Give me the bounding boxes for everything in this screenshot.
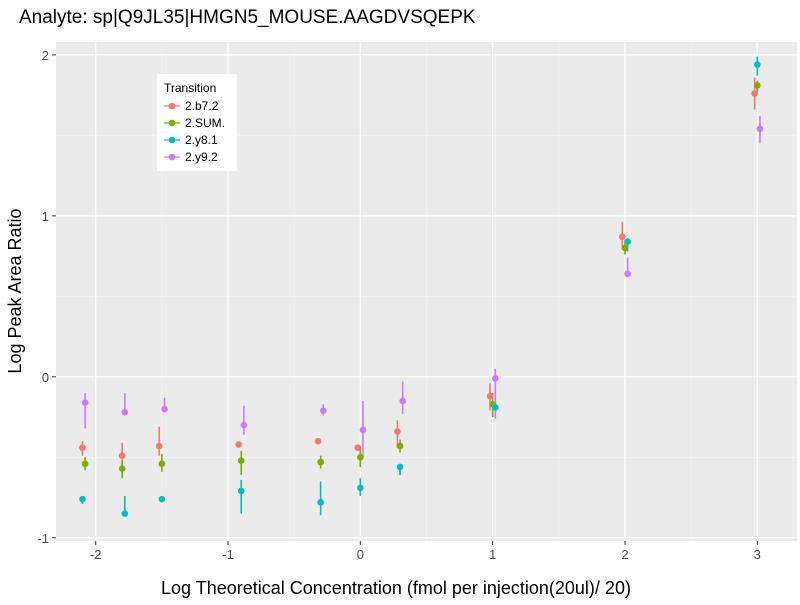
y-tick-label: 2: [42, 48, 49, 63]
data-point: [317, 458, 324, 466]
data-point: [319, 407, 327, 414]
y-axis-label: Log Peak Area Ratio: [5, 208, 25, 373]
data-point: [754, 82, 761, 89]
data-point: [118, 465, 126, 472]
data-point: [359, 426, 367, 434]
data-point: [354, 444, 361, 451]
legend-title: Transition: [164, 81, 216, 95]
legend-label: 2.y9.2: [185, 150, 218, 164]
data-points: [79, 61, 764, 517]
data-point: [624, 270, 631, 278]
chart-title: Analyte: sp|Q9JL35|HMGN5_MOUSE.AAGDVSQEP…: [19, 7, 476, 28]
data-point: [357, 453, 364, 461]
data-point: [237, 457, 245, 464]
x-tick-label: 0: [357, 547, 364, 562]
legend-key-dot: [168, 119, 176, 127]
data-point: [314, 437, 322, 445]
x-tick-label: 3: [754, 547, 761, 562]
data-point: [492, 404, 499, 411]
data-point: [235, 441, 242, 448]
x-axis: -2 -1 0 1 2 3: [90, 541, 761, 562]
legend: Transition 2.b7.2 2.SUM. 2.y8.1 2.y9.2: [157, 74, 237, 171]
x-axis-label: Log Theoretical Concentration (fmol per …: [161, 578, 631, 598]
data-point: [751, 90, 758, 97]
data-point: [118, 452, 126, 459]
data-point: [396, 442, 404, 450]
data-point: [396, 463, 404, 471]
y-tick-label: 1: [42, 209, 49, 224]
y-tick-label: 0: [42, 370, 49, 385]
x-tick-label: -2: [90, 547, 102, 562]
data-point: [81, 399, 89, 406]
data-point: [240, 421, 248, 429]
data-point: [754, 61, 761, 68]
data-point: [621, 244, 629, 252]
y-tick-label: -1: [37, 531, 49, 546]
data-point: [237, 487, 245, 495]
legend-label: 2.y8.1: [185, 133, 218, 147]
data-point: [317, 499, 324, 506]
data-point: [756, 125, 764, 133]
data-point: [79, 444, 86, 451]
legend-key-dot: [168, 102, 176, 110]
data-point: [121, 408, 129, 416]
data-point: [79, 495, 86, 503]
data-point: [161, 405, 168, 413]
data-point: [394, 428, 401, 435]
data-point: [624, 238, 631, 245]
data-point: [158, 460, 166, 468]
legend-key-dot: [168, 136, 176, 144]
legend-key-dot: [168, 153, 176, 161]
data-point: [155, 442, 163, 450]
x-tick-label: 2: [621, 547, 628, 562]
legend-label: 2.b7.2: [185, 99, 219, 113]
data-point: [357, 484, 364, 492]
data-point: [399, 397, 406, 405]
legend-items: 2.b7.2 2.SUM. 2.y8.1 2.y9.2: [164, 99, 225, 164]
data-point: [486, 392, 494, 400]
x-tick-label: 1: [489, 547, 496, 562]
data-point: [492, 375, 499, 382]
legend-label: 2.SUM.: [185, 116, 225, 130]
x-tick-label: -1: [222, 547, 234, 562]
data-point: [121, 510, 129, 517]
data-point: [81, 460, 89, 468]
data-point: [158, 495, 166, 503]
y-axis: -1 0 1 2: [37, 48, 56, 546]
data-point: [619, 233, 626, 241]
